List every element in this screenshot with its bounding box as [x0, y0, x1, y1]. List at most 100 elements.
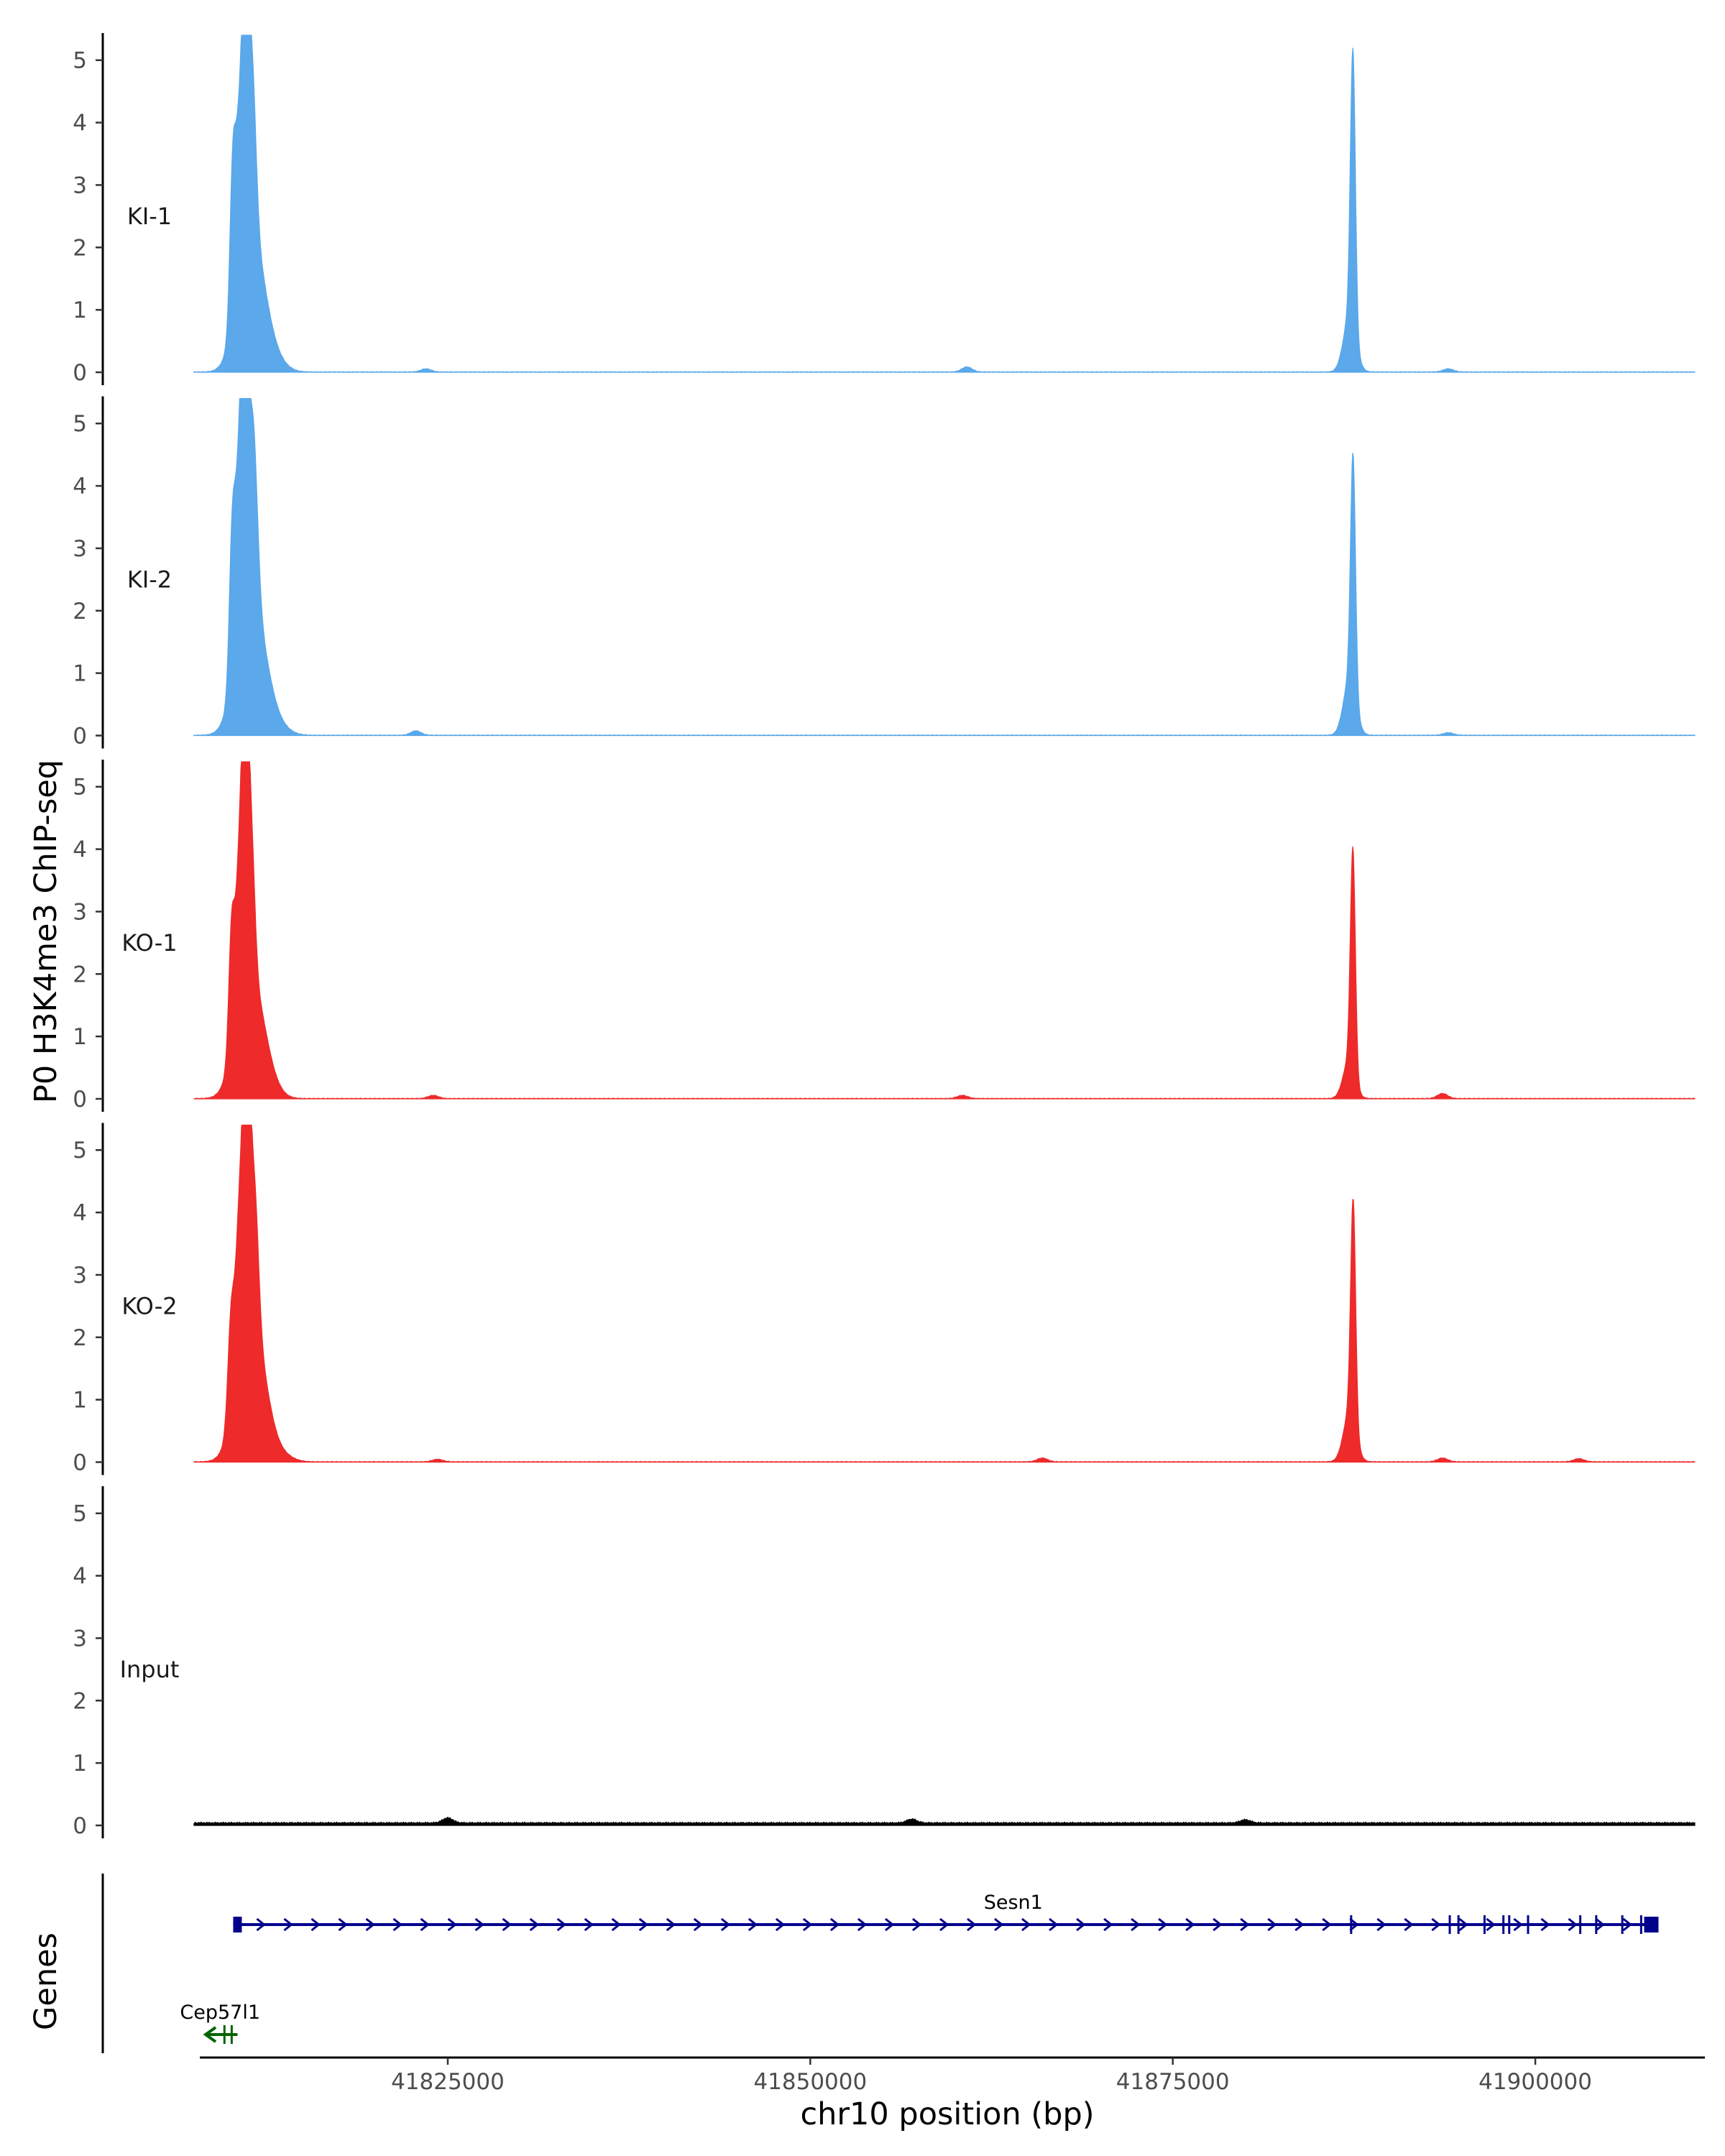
x-tick-label: 41825000 — [391, 2069, 505, 2095]
strand-arrow — [283, 1917, 293, 1932]
gene-label: Sesn1 — [984, 1892, 1043, 1914]
strand-arrow — [203, 2026, 217, 2043]
y-tick-label: 2 — [73, 599, 87, 625]
strand-arrow — [1267, 1917, 1277, 1932]
strand-arrow — [611, 1917, 622, 1932]
exon — [1502, 1915, 1505, 1934]
strand-arrow — [666, 1917, 676, 1932]
x-tick-label: 41850000 — [753, 2069, 867, 2095]
strand-arrow — [1595, 1917, 1605, 1932]
strand-arrow — [1431, 1917, 1441, 1932]
strand-arrow — [502, 1917, 512, 1932]
y-tick-label: 3 — [73, 899, 87, 925]
exon — [1644, 1917, 1659, 1932]
strand-arrow — [994, 1917, 1004, 1932]
x-tick-label: 41900000 — [1478, 2069, 1592, 2095]
y-tick-label: 5 — [73, 48, 87, 74]
exon — [223, 2025, 226, 2044]
y-tick-label: 1 — [73, 1388, 87, 1414]
strand-arrow — [1622, 1917, 1632, 1932]
strand-arrow — [1322, 1917, 1332, 1932]
exon — [1483, 1915, 1486, 1934]
strand-arrow — [693, 1917, 704, 1932]
strand-arrow — [1076, 1917, 1086, 1932]
y-tick-label: 5 — [73, 1138, 87, 1164]
gene-sesn1: Sesn1 — [233, 1892, 1659, 1934]
y-tick-label: 0 — [73, 1087, 87, 1112]
x-axis: 41825000 41850000 41875000 41900000 — [200, 2056, 1705, 2095]
strand-arrow — [1103, 1917, 1113, 1932]
strand-arrow — [829, 1917, 840, 1932]
strand-arrow — [1458, 1917, 1468, 1932]
y-tick-label: 1 — [73, 661, 87, 687]
y-tick-label: 0 — [73, 724, 87, 750]
strand-arrow — [1294, 1917, 1305, 1932]
strand-arrow — [911, 1917, 922, 1932]
strand-arrow — [1049, 1917, 1059, 1932]
strand-arrow — [1376, 1917, 1386, 1932]
strand-arrow — [1486, 1917, 1496, 1932]
track-panel-ko-1: 0 1 2 3 4 5 KO-1 — [73, 760, 1696, 1112]
exon — [1508, 1915, 1511, 1934]
y-tick-label: 0 — [73, 1450, 87, 1476]
coverage-area — [193, 1817, 1696, 1826]
strand-arrow — [529, 1917, 540, 1932]
y-tick-label: 4 — [73, 1564, 87, 1590]
strand-arrow — [1540, 1917, 1550, 1932]
y-tick-label: 2 — [73, 235, 87, 261]
strand-arrow — [1185, 1917, 1195, 1932]
track-label: KI-2 — [127, 566, 172, 593]
y-tick-label: 3 — [73, 1626, 87, 1651]
strand-arrow — [584, 1917, 594, 1932]
y-tick-label: 0 — [73, 1813, 87, 1839]
exon — [1457, 1915, 1460, 1934]
strand-arrow — [775, 1917, 786, 1932]
gene-cep57l1: Cep57l1 — [180, 2001, 260, 2044]
exon — [1448, 1915, 1451, 1934]
strand-arrow — [420, 1917, 430, 1932]
exon — [233, 1917, 242, 1932]
track-label: KI-1 — [127, 203, 172, 230]
exon — [230, 2025, 233, 2044]
y-tick-label: 1 — [73, 1024, 87, 1050]
strand-arrow — [857, 1917, 868, 1932]
y-tick-label: 1 — [73, 1751, 87, 1777]
y-tick-label: 4 — [73, 474, 87, 499]
y-tick-label: 5 — [73, 411, 87, 437]
y-tick-label: 3 — [73, 536, 87, 562]
y-tick-label: 5 — [73, 1501, 87, 1527]
exon — [1579, 1915, 1582, 1934]
strand-arrow — [365, 1917, 375, 1932]
track-panel-input: 0 1 2 3 4 5 Input — [73, 1486, 1696, 1839]
coverage-area — [193, 761, 1696, 1100]
x-tick-label: 41875000 — [1116, 2069, 1230, 2095]
y-tick-label: 4 — [73, 1200, 87, 1226]
strand-arrow — [1213, 1917, 1223, 1932]
exon — [1527, 1915, 1530, 1934]
track-panel-ki-1: 0 1 2 3 4 5 KI-1 — [73, 33, 1696, 386]
strand-arrow — [1404, 1917, 1414, 1932]
genes-panel-title: Genes — [28, 1932, 64, 2030]
y-tick-label: 2 — [73, 1325, 87, 1351]
strand-arrow — [720, 1917, 731, 1932]
strand-arrow — [256, 1917, 266, 1932]
strand-arrow — [338, 1917, 348, 1932]
strand-arrow — [1158, 1917, 1168, 1932]
coverage-tracks: 0 1 2 3 4 5 KI-1 0 1 2 3 4 5 KI-2 0 1 2 3 4 5 KO-1 0 1 2 3 4 5 KO-2… — [73, 33, 1696, 1839]
y-axis-title: P0 H3K4me3 ChIP-seq — [28, 760, 64, 1103]
strand-arrow — [1513, 1917, 1523, 1932]
strand-arrow — [967, 1917, 977, 1932]
strand-arrow — [939, 1917, 949, 1932]
y-tick-label: 2 — [73, 1688, 87, 1714]
track-panel-ki-2: 0 1 2 3 4 5 KI-2 — [73, 396, 1696, 750]
strand-arrow — [1131, 1917, 1141, 1932]
strand-arrow — [447, 1917, 457, 1932]
track-panel-ko-2: 0 1 2 3 4 5 KO-2 — [73, 1123, 1696, 1476]
exon — [1350, 1915, 1353, 1934]
exon — [1639, 1915, 1642, 1934]
y-tick-label: 5 — [73, 775, 87, 801]
strand-arrow — [1568, 1917, 1578, 1932]
strand-arrow — [310, 1917, 321, 1932]
strand-arrow — [884, 1917, 895, 1932]
